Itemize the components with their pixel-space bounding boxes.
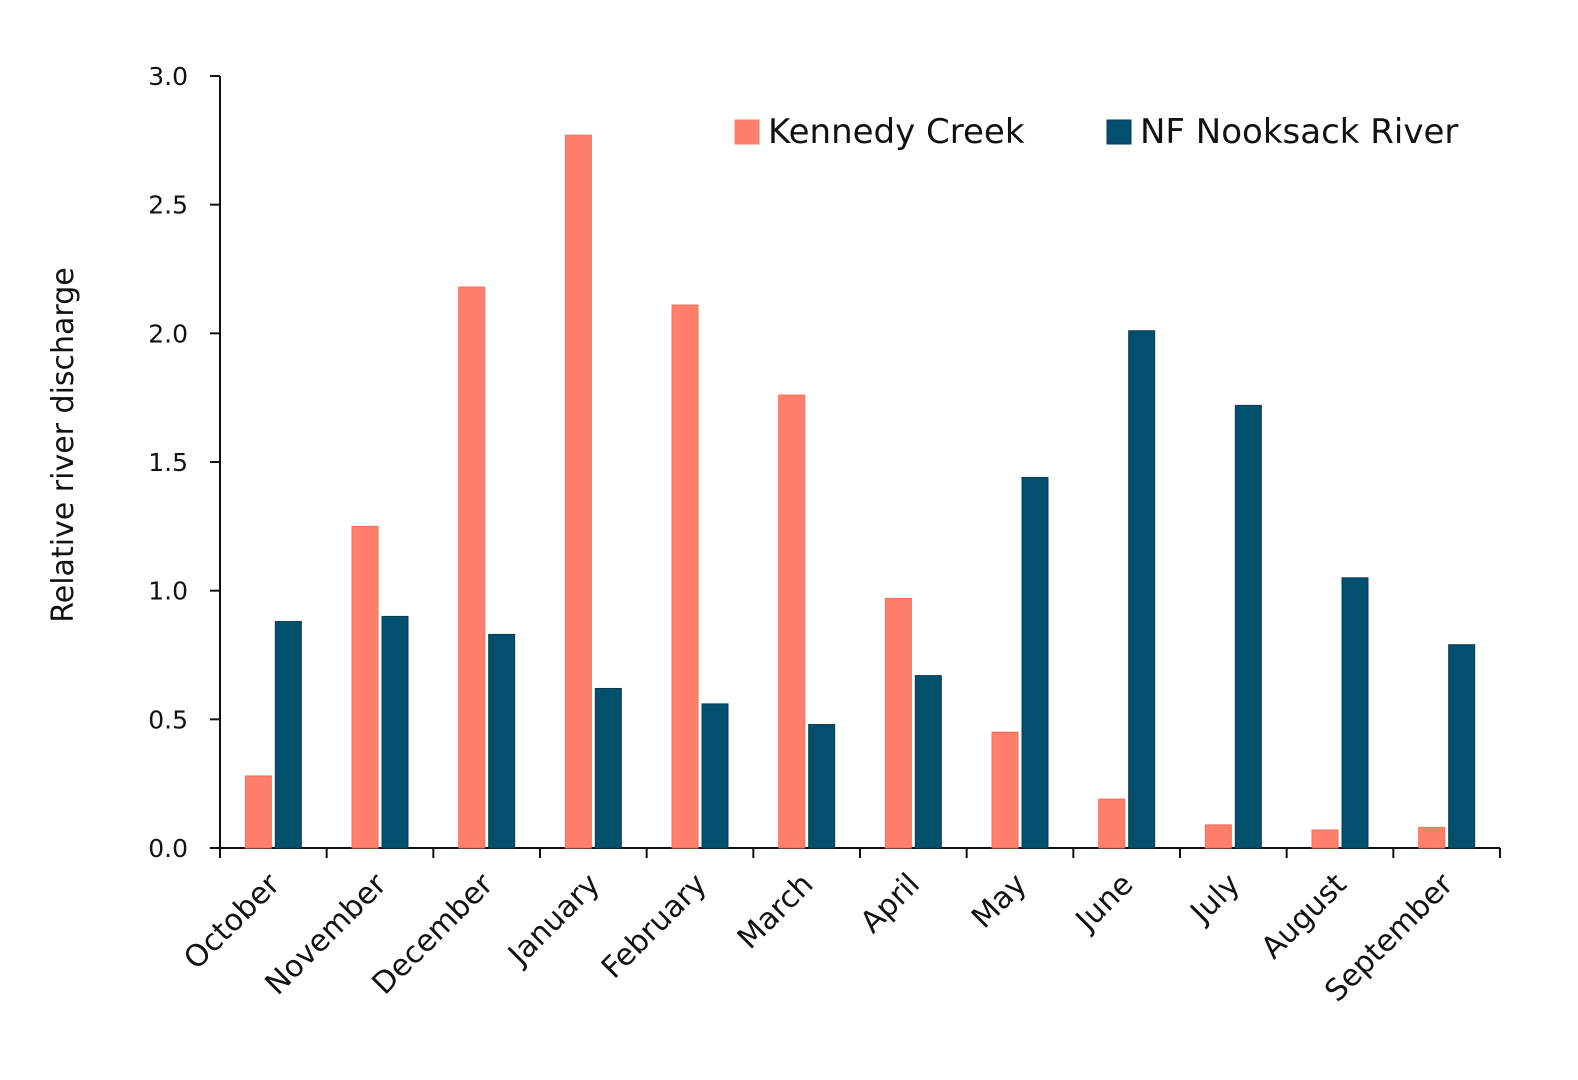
y-tick-label: 3.0 bbox=[148, 62, 188, 91]
bar-kennedy-creek-april bbox=[884, 597, 912, 849]
bar-nf-nooksack-river-april bbox=[914, 675, 942, 849]
bar-kennedy-creek-august bbox=[1311, 829, 1339, 849]
y-tick-label: 2.5 bbox=[148, 191, 188, 220]
bar-nf-nooksack-river-august bbox=[1341, 577, 1369, 849]
bar-nf-nooksack-river-july bbox=[1234, 404, 1262, 849]
legend: Kennedy Creek NF Nooksack River bbox=[734, 112, 1458, 152]
bar-kennedy-creek-december bbox=[458, 286, 486, 849]
legend-swatch-kennedy-creek bbox=[734, 119, 760, 145]
x-tick-label-april: April bbox=[854, 867, 927, 940]
x-tick-label-july: July bbox=[1183, 867, 1247, 931]
bar-nf-nooksack-river-january bbox=[594, 687, 622, 849]
bar-nf-nooksack-river-may bbox=[1021, 476, 1049, 849]
legend-label-nf-nooksack-river: NF Nooksack River bbox=[1140, 112, 1458, 152]
y-tick-label: 0.5 bbox=[148, 705, 188, 734]
x-tick-label-october: October bbox=[177, 866, 287, 976]
bar-kennedy-creek-june bbox=[1098, 798, 1126, 849]
x-tick-label-june: June bbox=[1068, 867, 1140, 939]
bar-kennedy-creek-march bbox=[778, 394, 806, 849]
bar-nf-nooksack-river-october bbox=[274, 621, 302, 849]
bar-nf-nooksack-river-february bbox=[701, 703, 729, 849]
y-tick-label: 0.0 bbox=[148, 834, 188, 863]
bars bbox=[244, 134, 1476, 849]
bar-kennedy-creek-february bbox=[671, 304, 699, 849]
bar-nf-nooksack-river-march bbox=[808, 723, 836, 849]
x-tick-label-january: January bbox=[500, 867, 607, 974]
bar-nf-nooksack-river-september bbox=[1448, 644, 1476, 849]
y-tick-label: 2.0 bbox=[148, 319, 188, 348]
bar-kennedy-creek-may bbox=[991, 731, 1019, 849]
y-axis-title: Relative river discharge bbox=[46, 267, 81, 622]
legend-label-kennedy-creek: Kennedy Creek bbox=[768, 112, 1025, 152]
bar-kennedy-creek-september bbox=[1418, 826, 1446, 849]
x-tick-label-march: March bbox=[731, 867, 820, 956]
bar-kennedy-creek-january bbox=[564, 134, 592, 849]
bar-kennedy-creek-november bbox=[351, 525, 379, 849]
y-tick-label: 1.5 bbox=[148, 448, 188, 477]
y-tick-label: 1.0 bbox=[148, 577, 188, 606]
x-tick-label-august: August bbox=[1255, 867, 1354, 966]
bar-kennedy-creek-october bbox=[244, 775, 272, 849]
x-tick-label-may: May bbox=[965, 867, 1034, 936]
y-axis: 0.0 0.5 1.0 1.5 2.0 2.5 3.0 bbox=[148, 62, 221, 863]
legend-swatch-nf-nooksack-river bbox=[1106, 119, 1132, 145]
bar-nf-nooksack-river-november bbox=[381, 615, 409, 849]
x-tick-label-february: February bbox=[595, 867, 714, 986]
bar-nf-nooksack-river-june bbox=[1128, 330, 1156, 849]
bar-kennedy-creek-july bbox=[1204, 824, 1232, 849]
bar-nf-nooksack-river-december bbox=[488, 633, 516, 849]
